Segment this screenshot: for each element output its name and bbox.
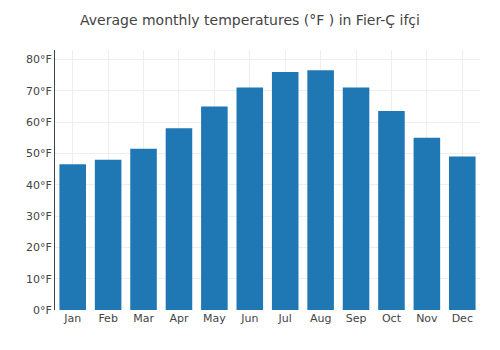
svg-text:Nov: Nov — [416, 312, 438, 325]
svg-text:Aug: Aug — [310, 312, 331, 325]
svg-text:Apr: Apr — [169, 312, 189, 325]
svg-text:80°F: 80°F — [26, 53, 52, 66]
svg-text:May: May — [203, 312, 226, 325]
svg-text:30°F: 30°F — [26, 210, 52, 223]
svg-text:Jul: Jul — [278, 312, 292, 325]
svg-text:10°F: 10°F — [26, 273, 52, 286]
svg-text:60°F: 60°F — [26, 116, 52, 129]
svg-text:20°F: 20°F — [26, 241, 52, 254]
svg-text:Feb: Feb — [98, 312, 117, 325]
svg-text:Sep: Sep — [346, 312, 367, 325]
svg-text:Oct: Oct — [382, 312, 402, 325]
svg-text:0°F: 0°F — [33, 304, 52, 317]
svg-text:50°F: 50°F — [26, 147, 52, 160]
svg-text:Dec: Dec — [452, 312, 473, 325]
svg-text:Jun: Jun — [240, 312, 258, 325]
svg-text:Mar: Mar — [133, 312, 154, 325]
svg-text:40°F: 40°F — [26, 179, 52, 192]
svg-text:70°F: 70°F — [26, 85, 52, 98]
svg-text:Average monthly temperatures (: Average monthly temperatures (°F ) in Fi… — [80, 12, 420, 28]
svg-text:Jan: Jan — [63, 312, 81, 325]
